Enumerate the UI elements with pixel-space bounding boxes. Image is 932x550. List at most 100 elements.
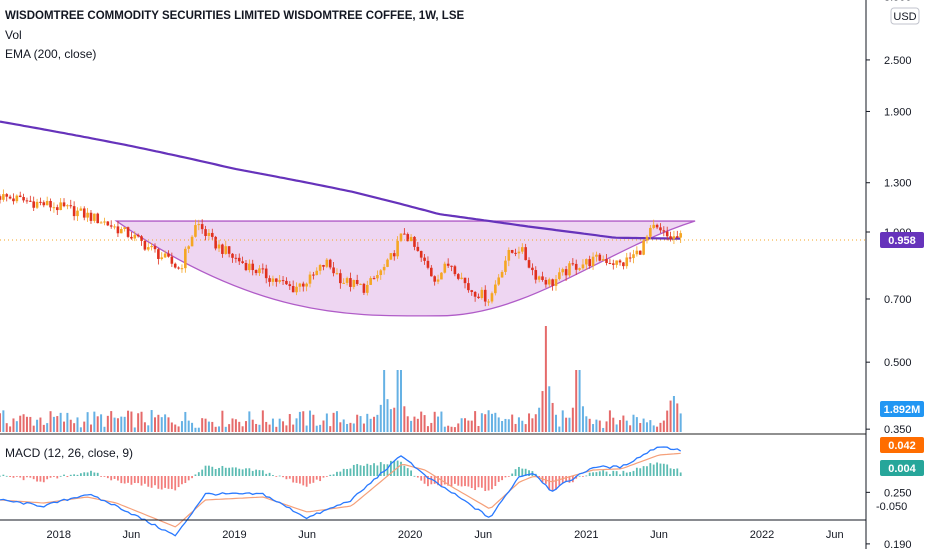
ema-legend[interactable]: EMA (200, close) (5, 47, 97, 61)
volume-bar (497, 417, 500, 432)
candle-body (638, 250, 642, 255)
candle-body (369, 278, 372, 285)
volume-bar (221, 410, 224, 432)
macd-histogram-bar (494, 476, 497, 487)
candle-body (99, 222, 103, 224)
macd-histogram-bar (197, 472, 200, 476)
candle-body (234, 257, 238, 259)
macd-histogram-bar (467, 476, 470, 487)
macd-histogram-bar (622, 470, 625, 476)
candle-body (35, 201, 39, 208)
ema-line-layer (0, 120, 681, 240)
macd-histogram-bar (679, 472, 682, 476)
candle-body (86, 212, 89, 218)
macd-histogram-bar (83, 472, 86, 476)
macd-histogram-bar (19, 476, 22, 478)
volume-bar (15, 421, 18, 432)
x-tick-label: Jun (474, 529, 492, 541)
candle-body (456, 274, 460, 279)
candle-body (524, 247, 527, 261)
candle-body (278, 280, 281, 282)
candle-body (665, 231, 669, 237)
candle-body (133, 234, 137, 239)
candle-body (365, 284, 369, 293)
candle-body (268, 278, 271, 282)
volume-bar (426, 426, 429, 432)
currency-button[interactable] (890, 7, 920, 25)
volume-bar (369, 418, 372, 432)
candle-body (517, 251, 521, 254)
volume-bar (32, 425, 35, 432)
volume-bar (116, 418, 119, 432)
ema-200-line[interactable] (0, 120, 681, 240)
candle-body (197, 224, 201, 226)
macd-histogram-bar (386, 464, 389, 476)
macd-histogram-bar (315, 476, 318, 480)
volume-bar (39, 417, 42, 432)
candle-body (79, 208, 83, 211)
candle-body (52, 207, 56, 209)
macd-signal-line[interactable] (0, 452, 681, 528)
candle-body (352, 279, 356, 287)
macd-line[interactable] (0, 446, 682, 537)
candle-body (32, 201, 35, 208)
candle-body (487, 301, 490, 303)
volume-bar (585, 416, 588, 432)
volume-bar (197, 427, 200, 432)
macd-histogram-bar (359, 465, 362, 476)
candle-body (76, 210, 79, 217)
volume-bar (588, 418, 591, 432)
macd-histogram-bar (214, 469, 217, 476)
macd-histogram-bar (474, 476, 477, 491)
candle-body (93, 213, 96, 221)
candle-body (578, 268, 581, 270)
macd-histogram-bar (26, 476, 28, 478)
candle-body (531, 267, 534, 271)
volume-bar (524, 424, 527, 432)
macd-histogram-bar (49, 476, 52, 478)
macd-histogram-bar (609, 474, 611, 476)
macd-y-tick-label: -0.050 (876, 501, 907, 513)
candle-body (328, 259, 332, 268)
volume-bar (0, 413, 1, 432)
volume-bar (29, 416, 32, 432)
macd-histogram-bar (278, 475, 281, 477)
macd-legend[interactable]: MACD (12, 26, close, 9) (5, 446, 134, 460)
volume-legend[interactable]: Vol (5, 28, 22, 42)
cup-pattern-layer (114, 220, 696, 317)
candle-body (345, 278, 349, 283)
volume-bar (120, 416, 123, 432)
volume-bar (133, 427, 136, 432)
volume-bar (96, 416, 99, 432)
volume-bar (396, 370, 399, 432)
candle-body (318, 264, 322, 271)
macd-histogram-bar (329, 474, 332, 476)
macd-histogram-bar (487, 476, 490, 491)
volume-bar (632, 414, 635, 432)
volume-bar (2, 410, 5, 432)
macd-histogram-bar (352, 464, 355, 476)
y-tick-label: 0.700 (884, 294, 912, 306)
macd-histogram-bar (36, 476, 38, 482)
y-tick-label: 0.500 (884, 357, 912, 369)
macd-histogram-bar (42, 476, 45, 483)
macd-histogram-bar (592, 472, 594, 476)
candle-body (642, 240, 645, 255)
volume-bar (150, 410, 153, 432)
histogram-tag-box (880, 460, 924, 476)
macd-histogram-bar (555, 476, 557, 490)
volume-bar (255, 423, 258, 432)
candle-body (426, 260, 430, 268)
macd-histogram-bar (578, 475, 581, 477)
macd-histogram-bar (625, 472, 628, 476)
candle-body (210, 232, 214, 237)
volume-bar (652, 425, 655, 432)
candle-body (537, 276, 541, 280)
macd-histogram-bar (420, 476, 423, 481)
candle-body (275, 278, 278, 282)
macd-histogram-bar (642, 466, 645, 476)
candle-body (392, 253, 396, 257)
candle-body (251, 263, 255, 271)
volume-bar (278, 418, 281, 432)
